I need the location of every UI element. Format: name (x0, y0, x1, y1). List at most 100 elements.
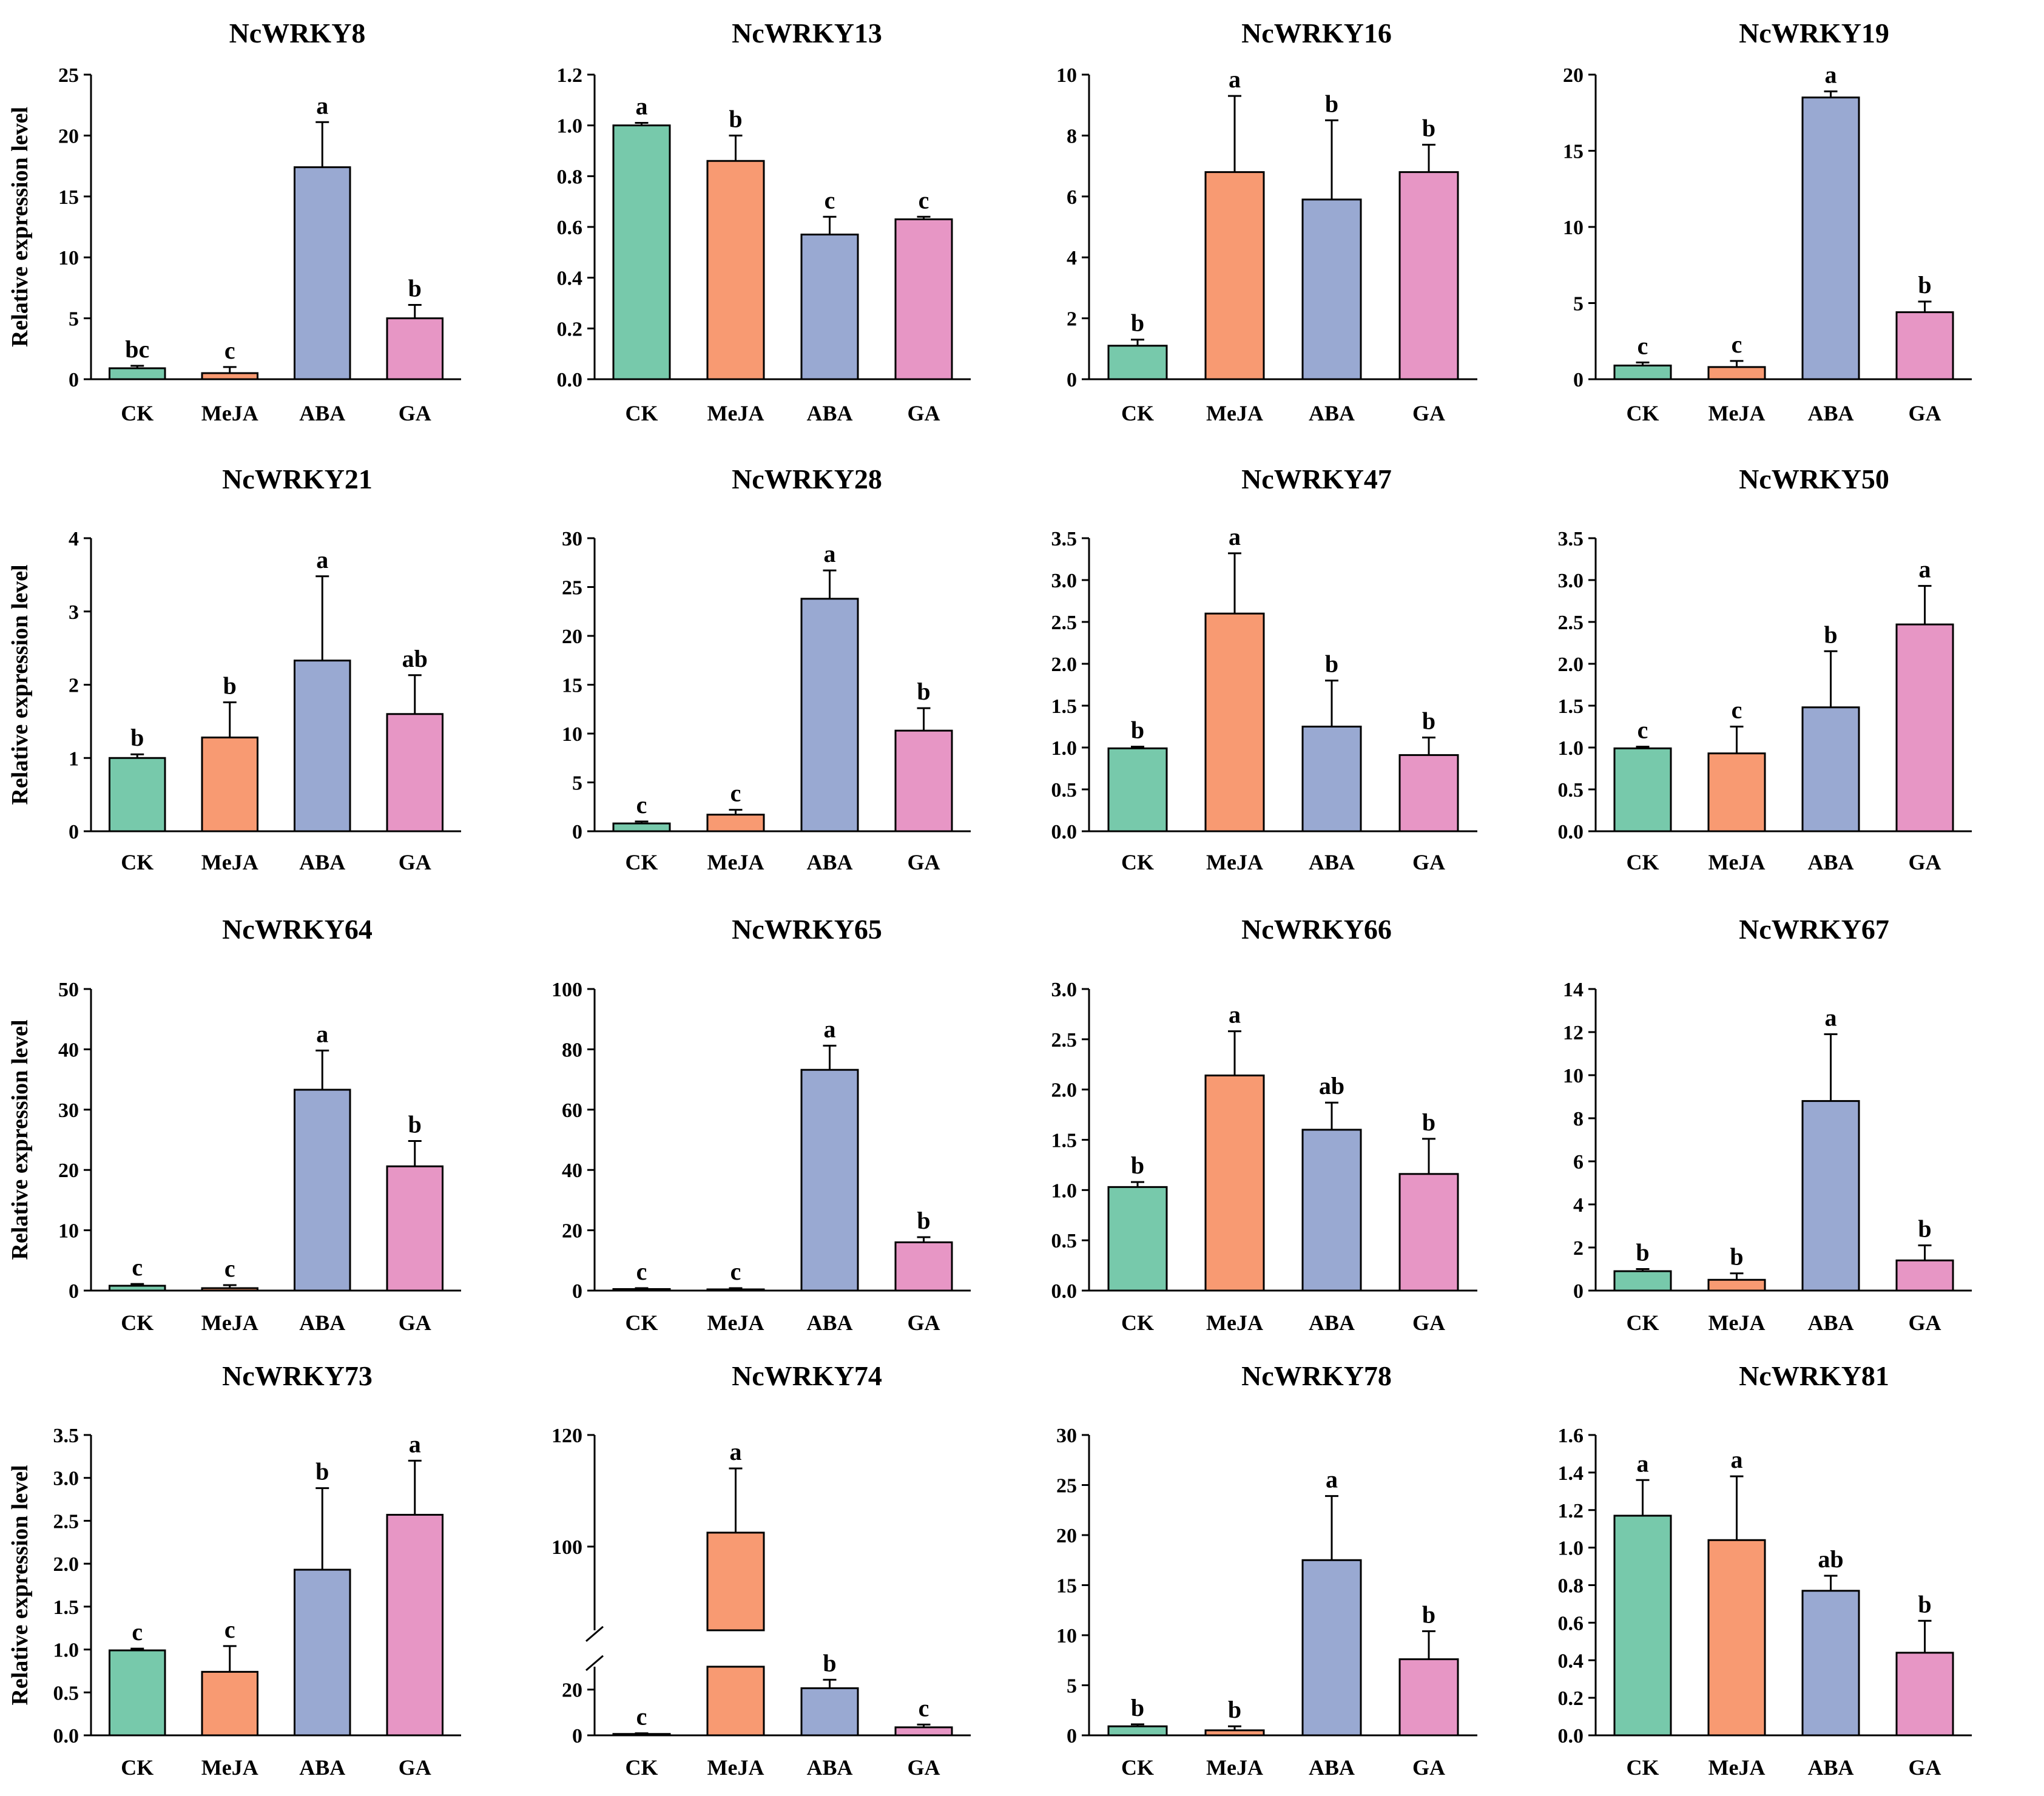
y-tick-label: 2 (69, 675, 79, 697)
y-tick-label: 25 (58, 64, 79, 87)
x-category-label: GA (399, 401, 431, 425)
bar-ABA (801, 599, 858, 831)
y-tick-label: 2.0 (1051, 1079, 1078, 1102)
y-tick-label: 0.5 (1051, 1230, 1078, 1252)
significance-letter: ab (1319, 1072, 1344, 1099)
chart-title: NcWRKY67 (1739, 914, 1889, 945)
y-tick-label: 0.5 (1558, 779, 1584, 802)
x-category-label: ABA (1309, 401, 1355, 425)
y-tick-label: 2.5 (53, 1510, 79, 1533)
significance-letter: a (316, 546, 328, 573)
significance-letter: c (636, 791, 647, 819)
chart-title: NcWRKY78 (1241, 1360, 1392, 1391)
significance-letter: b (917, 678, 930, 705)
bar-MeJA (1708, 1540, 1765, 1735)
significance-letter: ab (402, 645, 428, 672)
figure-grid: NcWRKY8Relative expression level05101520… (0, 0, 2044, 1796)
bar-CK (1614, 365, 1671, 379)
y-tick-label: 0.5 (53, 1682, 79, 1704)
significance-letter: b (1131, 309, 1144, 337)
y-tick-label: 10 (58, 247, 79, 269)
y-tick-label: 30 (562, 528, 582, 550)
bar-GA (387, 714, 443, 831)
bar-CK (110, 758, 166, 831)
y-tick-label: 2.5 (1051, 1029, 1078, 1052)
x-category-label: MeJA (1708, 1311, 1766, 1335)
bar-MeJA (1708, 1280, 1765, 1291)
significance-letter: a (636, 92, 648, 120)
y-tick-label: 2.5 (1558, 612, 1584, 634)
chart-title: NcWRKY81 (1739, 1360, 1889, 1391)
x-category-label: GA (399, 1311, 431, 1335)
bar-GA (896, 219, 952, 379)
y-tick-label: 6 (1573, 1151, 1584, 1173)
x-category-label: MeJA (1708, 1755, 1766, 1780)
y-tick-label: 0.4 (557, 268, 583, 290)
x-category-label: GA (1412, 1755, 1445, 1780)
significance-letter: b (1422, 1601, 1435, 1628)
y-tick-label: 10 (1563, 1065, 1584, 1087)
x-category-label: CK (1121, 1311, 1154, 1335)
y-tick-label: 8 (1573, 1108, 1584, 1130)
significance-letter: c (919, 186, 929, 214)
bar-ABA (1803, 1101, 1859, 1291)
y-tick-label: 4 (69, 528, 79, 550)
y-tick-label: 1.0 (557, 115, 583, 138)
y-tick-label: 0.8 (1558, 1575, 1584, 1598)
y-tick-label: 3.5 (1558, 528, 1584, 550)
y-tick-label: 15 (1563, 141, 1584, 163)
y-tick-label: 20 (1056, 1525, 1077, 1547)
x-category-label: MeJA (201, 1311, 258, 1335)
x-category-label: ABA (1807, 1311, 1853, 1335)
y-tick-label: 100 (551, 1536, 582, 1559)
x-category-label: ABA (1309, 850, 1355, 874)
significance-letter: a (1229, 1001, 1241, 1028)
chart-title: NcWRKY64 (222, 914, 373, 945)
bar-CK (1108, 1187, 1167, 1291)
bar-MeJA (202, 1288, 258, 1291)
significance-letter: b (1918, 1215, 1931, 1242)
y-tick-label: 0.2 (1558, 1687, 1584, 1710)
x-category-label: CK (1121, 401, 1154, 425)
x-category-label: ABA (1807, 1755, 1853, 1780)
y-tick-label: 30 (1056, 1425, 1077, 1447)
panel-NcWRKY8: NcWRKY8 Relative expression level 0 5 10 15 20… (7, 18, 461, 425)
x-category-label: MeJA (1708, 401, 1766, 425)
bar-GA (387, 1166, 443, 1291)
significance-letter: b (1422, 1109, 1435, 1136)
y-tick-label: 5 (1067, 1675, 1077, 1698)
y-tick-label: 3.0 (1558, 570, 1584, 592)
bar-MeJA (707, 161, 764, 379)
y-tick-label: 20 (58, 1160, 79, 1182)
significance-letter: b (408, 1110, 422, 1138)
significance-letter: c (1732, 697, 1742, 724)
significance-letter: b (1422, 707, 1435, 734)
chart-title: NcWRKY50 (1739, 464, 1889, 495)
y-tick-label: 0.6 (557, 217, 583, 239)
y-tick-label: 0.0 (557, 369, 583, 391)
significance-letter: b (1824, 621, 1837, 648)
x-category-label: GA (1412, 850, 1445, 874)
significance-letter: bc (125, 336, 149, 363)
significance-letter: c (224, 337, 235, 364)
significance-letter: c (224, 1255, 235, 1282)
bar-ABA (801, 1688, 858, 1735)
bar-CK (1614, 748, 1671, 831)
y-tick-label: 2.0 (53, 1553, 79, 1576)
y-tick-label: 25 (1056, 1475, 1077, 1497)
y-tick-label: 5 (572, 772, 582, 795)
bar-MeJA (1206, 172, 1264, 379)
x-category-label: CK (626, 1755, 658, 1780)
y-tick-label: 15 (58, 186, 79, 209)
significance-letter: b (823, 1649, 836, 1676)
bar-CK (613, 126, 670, 379)
y-tick-label: 1.0 (53, 1639, 79, 1662)
significance-letter: b (1918, 271, 1931, 299)
y-tick-label: 10 (1056, 1625, 1077, 1647)
y-tick-label: 2 (1573, 1237, 1584, 1260)
y-tick-label: 0.2 (557, 318, 583, 340)
significance-letter: c (730, 1258, 741, 1285)
panel-NcWRKY21: NcWRKY21 Relative expression level 0 1 2 3 4 b C… (7, 464, 461, 874)
y-tick-label: 100 (551, 979, 582, 1001)
x-category-label: CK (1627, 401, 1659, 425)
